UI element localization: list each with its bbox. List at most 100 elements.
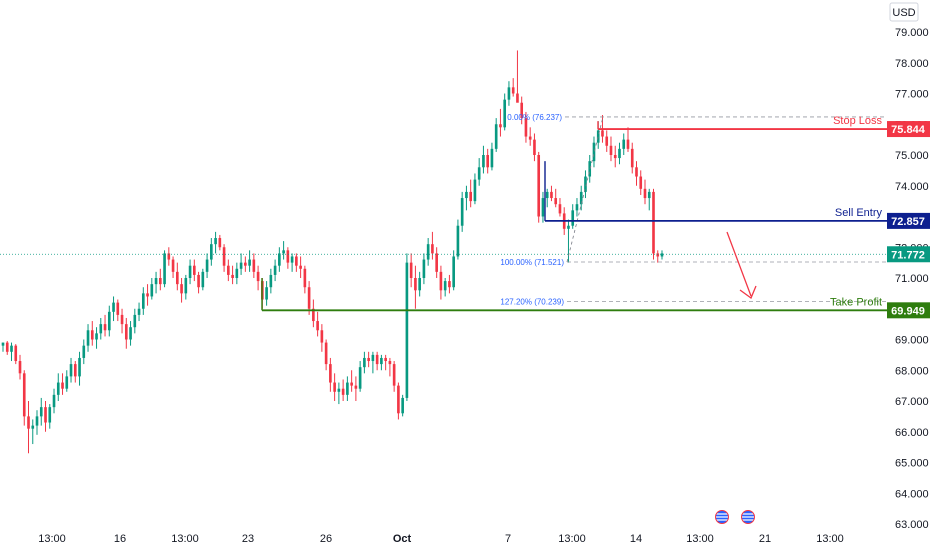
candle-body — [524, 118, 528, 137]
candle-body — [163, 253, 166, 285]
candle-body — [635, 167, 638, 177]
candle-body — [73, 364, 77, 377]
candle-body — [244, 262, 247, 266]
candle — [171, 256, 175, 278]
candle-body — [78, 357, 81, 377]
candle-body — [588, 161, 592, 177]
candle-body — [435, 253, 438, 272]
candle-body — [375, 354, 379, 365]
candle-body — [1, 342, 5, 346]
currency-box[interactable] — [889, 2, 919, 22]
time-tick-label: Oct — [393, 533, 412, 545]
candle-body — [158, 278, 162, 285]
candle-body — [175, 271, 179, 285]
candle-body — [14, 345, 18, 362]
candle-body — [656, 253, 660, 257]
us-flag-event-icon-2[interactable] — [741, 510, 755, 524]
candle — [426, 238, 430, 266]
level-name-stop-loss: Stop Loss — [833, 115, 882, 127]
level-price-badge — [887, 212, 930, 229]
trade-levels[interactable]: Stop Loss Sell Entry Take Profit — [0, 115, 887, 312]
candle — [418, 271, 421, 297]
candle — [358, 361, 362, 392]
candle-body — [312, 308, 315, 322]
candle-body — [278, 253, 281, 266]
fib-retracement[interactable]: 0.00% (76.237) 100.00% (71.521) 127.20% (7… — [500, 113, 887, 306]
candle-body — [324, 342, 328, 365]
candle — [550, 185, 553, 202]
candle — [44, 401, 47, 432]
candle — [52, 388, 56, 414]
time-axis[interactable]: 13:00 16 13:00 23 26 Oct 7 13:00 14 13:00 21 13:00 — [38, 533, 844, 545]
candle — [1, 342, 5, 352]
price-axis[interactable]: USD 79.00078.00077.00076.00075.00074.000… — [887, 0, 932, 550]
candle — [618, 142, 621, 165]
candle-body — [418, 278, 421, 291]
candle — [239, 253, 243, 275]
economic-events[interactable] — [715, 510, 755, 524]
candle — [639, 170, 643, 195]
us-flag-event-icon[interactable] — [715, 510, 729, 524]
candle — [18, 354, 22, 380]
candle — [516, 50, 519, 103]
candle — [537, 151, 541, 223]
time-tick-label: 21 — [759, 533, 771, 545]
candle-body — [409, 262, 413, 278]
candle — [477, 158, 481, 186]
candle-body — [494, 124, 498, 149]
candle — [397, 382, 400, 420]
candle-body — [218, 238, 222, 248]
candle — [341, 379, 345, 401]
candle — [499, 108, 502, 137]
candle — [613, 145, 617, 168]
candle-body — [397, 385, 400, 414]
candle-body — [486, 155, 490, 168]
candle — [647, 188, 651, 211]
candle — [175, 262, 179, 291]
time-tick-label: 7 — [505, 533, 511, 545]
price-tick-label: 77.000 — [895, 89, 929, 101]
candle — [469, 179, 472, 208]
level-price-badge-text: 69.949 — [891, 305, 925, 317]
candle — [380, 354, 383, 371]
candle-body — [197, 274, 200, 288]
candle-body — [239, 262, 243, 269]
candle-body — [431, 244, 434, 254]
candle-body — [95, 333, 98, 340]
candle-body — [367, 357, 370, 362]
candle — [435, 247, 438, 278]
time-tick-label: 14 — [630, 533, 642, 545]
level-price-badge — [887, 302, 930, 319]
candle — [61, 373, 64, 395]
candle-body — [503, 99, 507, 128]
candle-body — [56, 382, 60, 395]
candle — [520, 96, 524, 125]
candle-body — [107, 311, 111, 331]
candle — [635, 161, 638, 186]
candle-body — [39, 407, 43, 417]
candle — [533, 133, 536, 162]
candle-body — [103, 324, 107, 331]
candle — [231, 265, 234, 285]
candle — [48, 404, 52, 429]
candle-body — [426, 244, 430, 260]
candle — [367, 351, 370, 368]
candle — [214, 231, 217, 254]
candle-body — [592, 142, 596, 162]
candle-body — [443, 281, 447, 291]
candle — [265, 281, 268, 306]
candle — [184, 274, 188, 300]
candle — [269, 268, 273, 294]
candle — [31, 419, 35, 445]
candle-body — [448, 281, 451, 288]
candle — [329, 357, 332, 392]
candle — [507, 81, 511, 106]
candle — [86, 324, 90, 352]
candle-body — [299, 265, 302, 269]
candle — [511, 78, 515, 97]
candle-body — [346, 382, 349, 395]
candle-body — [528, 136, 532, 140]
candle-body — [256, 271, 260, 282]
